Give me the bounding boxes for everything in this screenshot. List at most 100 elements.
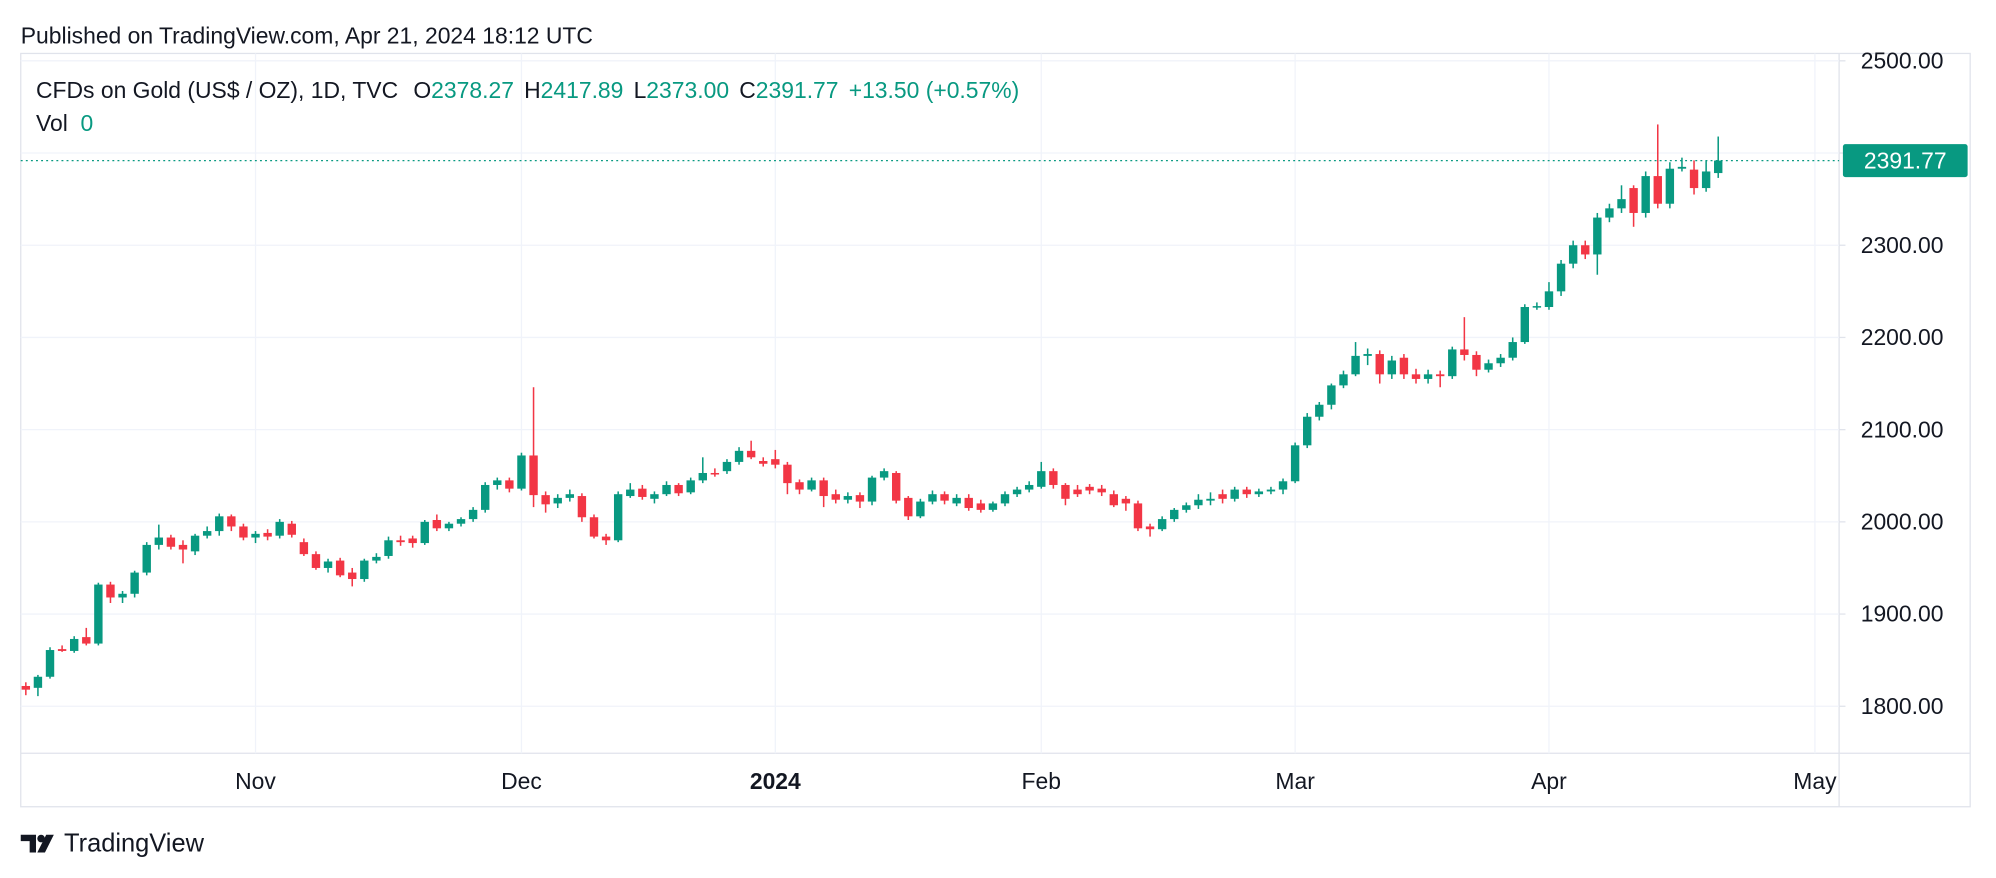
legend-value: 2391.77 bbox=[756, 77, 839, 103]
y-tick-label: 2100.00 bbox=[1861, 416, 1944, 442]
candle-body bbox=[1593, 217, 1602, 255]
x-tick-label: Feb bbox=[1022, 768, 1061, 794]
candle-body bbox=[1629, 188, 1638, 213]
candle-body bbox=[166, 537, 176, 547]
candle-body bbox=[1544, 291, 1554, 308]
candle-body bbox=[1194, 499, 1203, 506]
candle-body bbox=[529, 455, 538, 496]
candle-body bbox=[1206, 498, 1215, 501]
x-tick-label: 2024 bbox=[750, 768, 801, 794]
candle-body bbox=[1290, 445, 1300, 482]
brand-name: TradingView bbox=[64, 829, 205, 857]
candle-body bbox=[1568, 245, 1578, 264]
candle-body bbox=[1037, 471, 1046, 487]
candle-body bbox=[202, 531, 212, 536]
candle-body bbox=[1701, 171, 1711, 189]
candle-body bbox=[1061, 484, 1070, 499]
candle-body bbox=[1508, 342, 1517, 358]
candle-body bbox=[178, 544, 188, 550]
legend-change: +13.50 (+0.57%) bbox=[849, 77, 1020, 103]
volume-legend: Vol 0 bbox=[36, 110, 93, 136]
candle-body bbox=[1532, 306, 1542, 308]
candle-body bbox=[227, 516, 236, 527]
candle-body bbox=[734, 450, 744, 462]
candle-body bbox=[263, 532, 272, 537]
x-tick-label: Mar bbox=[1275, 768, 1315, 794]
candle-body bbox=[142, 544, 151, 573]
candle-body bbox=[493, 480, 502, 485]
candle-body bbox=[1677, 166, 1687, 169]
candle-body bbox=[746, 450, 756, 458]
legend-key: L bbox=[634, 77, 647, 103]
candle-body bbox=[106, 584, 115, 598]
candle-body bbox=[1266, 489, 1276, 492]
published-note: Published on TradingView.com, Apr 21, 20… bbox=[21, 22, 593, 48]
y-tick-label: 2300.00 bbox=[1861, 232, 1944, 258]
candle-body bbox=[154, 537, 164, 545]
candle-body bbox=[698, 472, 707, 481]
candle-body bbox=[916, 501, 925, 517]
y-tick-label: 1800.00 bbox=[1861, 693, 1944, 719]
candle-body bbox=[1278, 481, 1288, 490]
candle-body bbox=[1423, 374, 1433, 379]
candle-body bbox=[879, 471, 889, 478]
candle-body bbox=[638, 488, 647, 497]
candle-body bbox=[541, 495, 550, 505]
volume-label: Vol bbox=[36, 110, 68, 136]
candle-body bbox=[311, 554, 321, 568]
candle-body bbox=[601, 536, 611, 541]
candle-body bbox=[904, 497, 913, 517]
last-price-box bbox=[1842, 144, 1968, 178]
candle-body bbox=[480, 484, 490, 510]
candle-body bbox=[1411, 374, 1421, 379]
candle-body bbox=[1327, 385, 1336, 405]
candle-body bbox=[94, 584, 103, 644]
candle-body bbox=[1315, 404, 1324, 417]
candle-body bbox=[1556, 263, 1566, 292]
candle-body bbox=[952, 497, 961, 504]
candle-body bbox=[819, 480, 828, 497]
x-tick-label: Dec bbox=[501, 768, 542, 794]
candle-body bbox=[722, 461, 732, 472]
candle-body bbox=[613, 494, 623, 541]
candle-body bbox=[1399, 357, 1409, 375]
legend-key: C bbox=[739, 77, 756, 103]
candle-body bbox=[45, 650, 55, 677]
candle-body bbox=[1714, 160, 1723, 174]
candle-body bbox=[867, 477, 877, 502]
last-price-label: 2391.77 bbox=[1864, 147, 1947, 173]
candle-body bbox=[118, 593, 127, 598]
candle-body bbox=[1133, 503, 1143, 529]
candle-body bbox=[1605, 208, 1614, 218]
candle-body bbox=[323, 561, 333, 568]
candle-body bbox=[1375, 354, 1384, 375]
candle-body bbox=[662, 484, 671, 495]
candle-body bbox=[1665, 168, 1675, 204]
candle-body bbox=[21, 685, 31, 690]
candle-body bbox=[686, 480, 695, 493]
candle-body bbox=[1581, 245, 1590, 255]
candle-body bbox=[1121, 498, 1131, 504]
y-tick-label: 2000.00 bbox=[1861, 508, 1944, 534]
candle-body bbox=[432, 520, 442, 529]
candle-body bbox=[1363, 354, 1372, 356]
candle-body bbox=[57, 649, 67, 651]
candle-body bbox=[239, 526, 248, 538]
candle-body bbox=[759, 461, 768, 464]
candle-body bbox=[1012, 489, 1022, 495]
legend-value: 2378.27 bbox=[431, 77, 514, 103]
candle-body bbox=[1218, 494, 1227, 499]
candle-body bbox=[1000, 494, 1010, 504]
candle-body bbox=[940, 494, 949, 501]
candle-body bbox=[1496, 357, 1505, 364]
candle-body bbox=[1085, 486, 1094, 491]
candle-body bbox=[589, 517, 599, 537]
candle-body bbox=[783, 464, 792, 484]
candle-body bbox=[1351, 355, 1360, 375]
candle-body bbox=[1170, 509, 1179, 520]
candle-body bbox=[456, 519, 466, 524]
candle-body bbox=[988, 503, 998, 510]
candle-body bbox=[577, 496, 587, 518]
candle-body bbox=[1689, 169, 1699, 189]
